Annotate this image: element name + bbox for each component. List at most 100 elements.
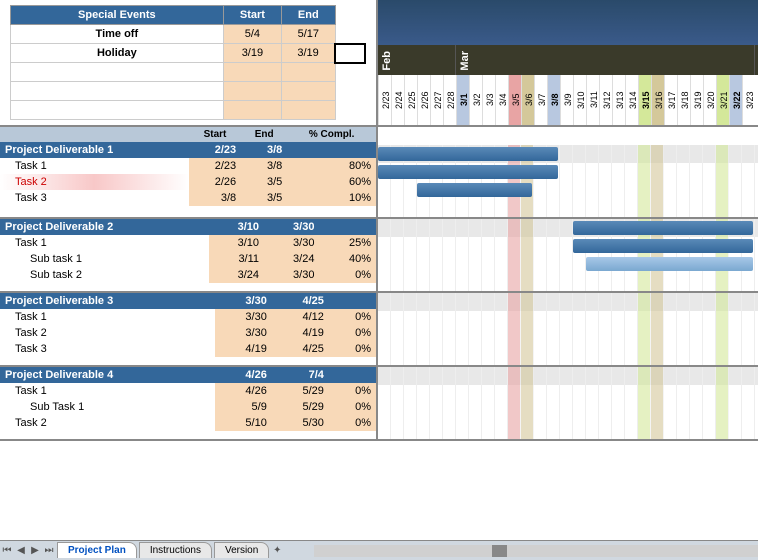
task-end[interactable]: 4/19 [272, 325, 329, 341]
task-pct[interactable]: 0% [319, 267, 376, 283]
task-end[interactable]: 5/29 [272, 399, 329, 415]
task-end[interactable]: 5/29 [272, 383, 329, 399]
date-cell[interactable]: 3/7 [534, 75, 547, 125]
task-start[interactable]: 3/10 [209, 235, 264, 251]
date-cell[interactable]: 2/23 [378, 75, 391, 125]
date-cell[interactable]: 2/26 [417, 75, 430, 125]
date-cell[interactable]: 3/15 [638, 75, 651, 125]
task-name[interactable]: Task 1 [0, 235, 209, 251]
deliverable-start[interactable]: 3/30 [215, 293, 272, 309]
task-end[interactable]: 4/25 [272, 341, 329, 357]
date-cell[interactable]: 3/14 [625, 75, 638, 125]
deliverable-end[interactable]: 4/25 [272, 293, 329, 309]
date-cell[interactable]: 3/2 [469, 75, 482, 125]
task-name[interactable]: Sub task 2 [0, 267, 209, 283]
deliverable-name[interactable]: Project Deliverable 2 [0, 219, 209, 235]
tab-nav-next[interactable]: ▶ [28, 545, 42, 556]
task-start[interactable]: 3/30 [215, 309, 272, 325]
task-pct[interactable]: 0% [329, 415, 376, 431]
date-cell[interactable]: 3/23 [742, 75, 755, 125]
se-name[interactable]: Time off [11, 25, 224, 44]
task-start[interactable]: 5/10 [215, 415, 272, 431]
task-name[interactable]: Sub Task 1 [0, 399, 215, 415]
task-pct[interactable]: 0% [329, 325, 376, 341]
date-cell[interactable]: 3/8 [547, 75, 560, 125]
date-cell[interactable]: 3/6 [521, 75, 534, 125]
task-end[interactable]: 3/30 [264, 267, 319, 283]
task-end[interactable]: 3/24 [264, 251, 319, 267]
date-cell[interactable]: 3/10 [573, 75, 586, 125]
se-end[interactable]: 3/19 [282, 44, 335, 63]
selected-cell[interactable] [335, 44, 365, 63]
date-cell[interactable]: 3/5 [508, 75, 521, 125]
deliverable-end[interactable]: 7/4 [272, 367, 329, 383]
date-cell[interactable]: 3/9 [560, 75, 573, 125]
task-pct[interactable]: 0% [329, 399, 376, 415]
gantt-bar[interactable] [417, 183, 532, 197]
task-name[interactable]: Task 2 [0, 174, 189, 190]
deliverable-name[interactable]: Project Deliverable 1 [0, 142, 189, 158]
task-end[interactable]: 3/5 [241, 190, 287, 206]
sheet-tab[interactable]: Project Plan [57, 542, 137, 558]
task-start[interactable]: 4/26 [215, 383, 272, 399]
tab-nav-first[interactable]: ⏮ [0, 545, 14, 556]
date-cell[interactable]: 3/4 [495, 75, 508, 125]
task-pct[interactable]: 0% [329, 341, 376, 357]
date-cell[interactable]: 2/27 [430, 75, 443, 125]
gantt-bar[interactable] [586, 257, 753, 271]
date-cell[interactable]: 2/28 [443, 75, 456, 125]
task-name[interactable]: Task 1 [0, 158, 189, 174]
task-name[interactable]: Task 1 [0, 383, 215, 399]
task-end[interactable]: 4/12 [272, 309, 329, 325]
date-cell[interactable]: 2/25 [404, 75, 417, 125]
task-pct[interactable]: 0% [329, 309, 376, 325]
gantt-bar[interactable] [378, 147, 558, 161]
task-pct[interactable]: 40% [319, 251, 376, 267]
se-start[interactable]: 3/19 [223, 44, 281, 63]
gantt-bar[interactable] [573, 221, 753, 235]
task-name[interactable]: Sub task 1 [0, 251, 209, 267]
task-start[interactable]: 3/8 [189, 190, 241, 206]
task-pct[interactable]: 60% [287, 174, 376, 190]
task-pct[interactable]: 10% [287, 190, 376, 206]
date-cell[interactable]: 3/11 [586, 75, 599, 125]
task-start[interactable]: 5/9 [215, 399, 272, 415]
task-end[interactable]: 3/5 [241, 174, 287, 190]
task-start[interactable]: 2/23 [189, 158, 241, 174]
task-pct[interactable]: 80% [287, 158, 376, 174]
se-end[interactable]: 5/17 [282, 25, 335, 44]
se-start[interactable]: 5/4 [223, 25, 281, 44]
tab-nav-prev[interactable]: ◀ [14, 545, 28, 556]
deliverable-start[interactable]: 2/23 [189, 142, 241, 158]
deliverable-start[interactable]: 3/10 [209, 219, 264, 235]
gantt-bar[interactable] [573, 239, 753, 253]
date-cell[interactable]: 3/22 [729, 75, 742, 125]
deliverable-start[interactable]: 4/26 [215, 367, 272, 383]
task-end[interactable]: 5/30 [272, 415, 329, 431]
date-cell[interactable]: 3/3 [482, 75, 495, 125]
sheet-tab[interactable]: Instructions [139, 542, 212, 558]
sheet-tab[interactable]: Version [214, 542, 269, 558]
date-cell[interactable]: 3/18 [677, 75, 690, 125]
date-cell[interactable]: 3/17 [664, 75, 677, 125]
task-name[interactable]: Task 3 [0, 341, 215, 357]
task-name[interactable]: Task 2 [0, 415, 215, 431]
deliverable-end[interactable]: 3/30 [264, 219, 319, 235]
date-cell[interactable]: 3/16 [651, 75, 664, 125]
tab-nav-last[interactable]: ⏭ [42, 545, 56, 556]
se-name[interactable]: Holiday [11, 44, 224, 63]
gantt-bar[interactable] [378, 165, 558, 179]
task-end[interactable]: 3/30 [264, 235, 319, 251]
task-start[interactable]: 3/24 [209, 267, 264, 283]
deliverable-name[interactable]: Project Deliverable 4 [0, 367, 215, 383]
task-pct[interactable]: 0% [329, 383, 376, 399]
task-name[interactable]: Task 1 [0, 309, 215, 325]
date-cell[interactable]: 2/24 [391, 75, 404, 125]
deliverable-end[interactable]: 3/8 [241, 142, 287, 158]
task-start[interactable]: 3/30 [215, 325, 272, 341]
new-sheet-icon[interactable]: ✦ [270, 545, 284, 556]
horizontal-scrollbar[interactable] [314, 545, 758, 557]
task-start[interactable]: 2/26 [189, 174, 241, 190]
date-cell[interactable]: 3/12 [599, 75, 612, 125]
date-cell[interactable]: 3/19 [690, 75, 703, 125]
